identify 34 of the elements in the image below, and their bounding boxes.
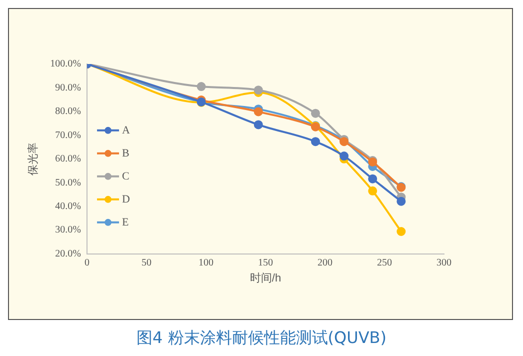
point [310, 137, 320, 146]
x-tick-label: 200 [318, 257, 333, 268]
x-tick-label: 250 [377, 257, 392, 268]
legend-label: A [122, 124, 130, 136]
x-tick-label: 50 [142, 257, 152, 268]
y-tick-label: 80.0% [55, 106, 82, 118]
point [196, 82, 206, 92]
y-tick-label: 50.0% [55, 177, 82, 188]
x-axis-title: 时间/h [250, 271, 282, 284]
y-tick-label: 100.0% [50, 58, 82, 70]
y-tick-label: 60.0% [55, 154, 82, 165]
point [254, 120, 263, 130]
y-tick-label: 30.0% [55, 224, 82, 236]
y-tick-label: 90.0% [55, 82, 82, 94]
y-tick-label: 20.0% [55, 248, 82, 260]
point [396, 196, 406, 206]
legend-label: B [122, 147, 130, 160]
point [310, 108, 320, 118]
x-tick-label: 100 [198, 257, 214, 268]
point [368, 186, 378, 196]
x-tick-label: 150 [258, 257, 274, 268]
y-tick-label: 40.0% [55, 200, 82, 212]
legend-label: D [122, 193, 130, 206]
x-tick-label: 300 [436, 257, 452, 268]
point [340, 152, 349, 161]
point [368, 174, 378, 184]
x-tick-label: 0 [84, 257, 90, 268]
legend-label: C [122, 170, 130, 182]
text: 图4 粉末涂料耐候性能测试(QUVB) [136, 328, 388, 349]
y-axis-title: 保光率 [26, 142, 40, 176]
y-tick-label: 70.0% [55, 130, 82, 141]
point [396, 227, 406, 236]
point [254, 107, 263, 116]
legend-label: E [122, 216, 130, 228]
